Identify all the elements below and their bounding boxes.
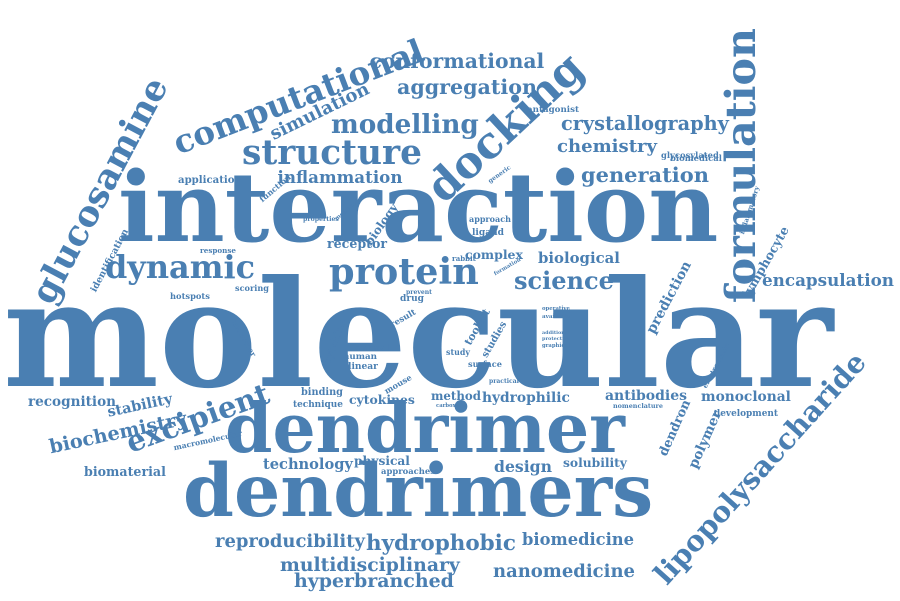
word-antagonist: antagonist bbox=[527, 104, 579, 115]
word-recognition: recognition bbox=[28, 394, 116, 410]
word-chemistry: chemistry bbox=[557, 136, 658, 157]
word-modelling: modelling bbox=[331, 109, 479, 140]
word-practical: practical bbox=[489, 378, 519, 385]
word-dendrimers: dendrimers bbox=[183, 448, 654, 534]
word-multidisciplinary: multidisciplinary bbox=[280, 553, 460, 576]
word-cytokines: cytokines bbox=[349, 392, 415, 407]
word-animal: animal bbox=[355, 343, 389, 354]
word-monoclonal: monoclonal bbox=[701, 389, 791, 405]
word-approach: approach bbox=[469, 214, 511, 224]
word-approaches: approaches bbox=[381, 466, 435, 476]
word-solubility: solubility bbox=[563, 455, 627, 470]
word-reproducibility: reproducibility bbox=[215, 531, 365, 552]
word-hydrophobic: hydrophobic bbox=[366, 530, 516, 556]
word-surface: surface bbox=[468, 359, 502, 369]
word-scoring: scoring bbox=[235, 283, 269, 293]
word-study: study bbox=[446, 348, 470, 357]
word-complex: complex bbox=[465, 247, 523, 262]
word-antibodies: antibodies bbox=[605, 388, 687, 404]
word-biomaterial: biomaterial bbox=[84, 463, 166, 479]
word-science: science bbox=[514, 266, 614, 295]
word-protective: protective bbox=[542, 335, 570, 342]
word-dynamic: dynamic bbox=[105, 248, 256, 286]
word-aggregation: aggregation bbox=[397, 74, 537, 99]
word-hotspots: hotspots bbox=[170, 291, 210, 301]
word-design: design bbox=[494, 457, 552, 476]
word-graphical: graphical bbox=[542, 342, 570, 349]
word-technology: technology bbox=[263, 455, 353, 473]
word-carboxylic: carboxylic bbox=[436, 402, 466, 409]
word-nanomedicine: nanomedicine bbox=[493, 561, 635, 582]
word-linear: linear bbox=[348, 360, 378, 372]
word-molecular: molecular bbox=[3, 247, 834, 421]
word-formulation: formulation bbox=[715, 27, 765, 303]
word-development: development bbox=[714, 408, 778, 419]
word-response: response bbox=[200, 245, 236, 255]
word-technique: technique bbox=[293, 399, 343, 410]
word-operative: operative bbox=[542, 305, 570, 312]
word-hydrophilic: hydrophilic bbox=[482, 390, 570, 406]
word-biological: biological bbox=[538, 248, 620, 267]
word-structure: structure bbox=[242, 133, 422, 173]
word-prevent: prevent bbox=[406, 289, 432, 296]
word-nomenclature: nomenclature bbox=[613, 402, 663, 410]
word-binding: binding bbox=[301, 387, 343, 398]
word-encapsulation: encapsulation bbox=[762, 269, 894, 290]
word-inflammation: inflammation bbox=[277, 166, 403, 187]
word-available: available bbox=[542, 314, 570, 320]
word-receptor: receptor bbox=[327, 235, 387, 251]
word-conformational: conformational bbox=[369, 49, 545, 73]
word-physical: physical bbox=[354, 454, 410, 468]
word-interaction: interaction bbox=[118, 150, 719, 264]
word-hyperbranched: hyperbranched bbox=[294, 569, 454, 592]
word-biomedicine: biomedicine bbox=[522, 530, 634, 549]
word-protein: protein bbox=[329, 249, 479, 293]
word-biomedical: biomedical bbox=[670, 153, 722, 163]
word-crystallography: crystallography bbox=[561, 111, 729, 135]
word-rabbit: rabbit bbox=[452, 253, 476, 263]
word-application: application bbox=[178, 174, 242, 186]
word-generation: generation bbox=[581, 161, 709, 187]
word-human: human bbox=[343, 351, 377, 362]
word-drug: drug bbox=[400, 293, 424, 304]
word-ligand: ligand bbox=[472, 226, 504, 238]
word-glycosylated: glycosylated bbox=[661, 150, 719, 160]
word-method: method bbox=[431, 389, 481, 403]
word-dendrimer: dendrimer bbox=[225, 389, 625, 469]
word-properties: properties bbox=[303, 216, 339, 223]
word-additional: additional bbox=[542, 329, 570, 336]
